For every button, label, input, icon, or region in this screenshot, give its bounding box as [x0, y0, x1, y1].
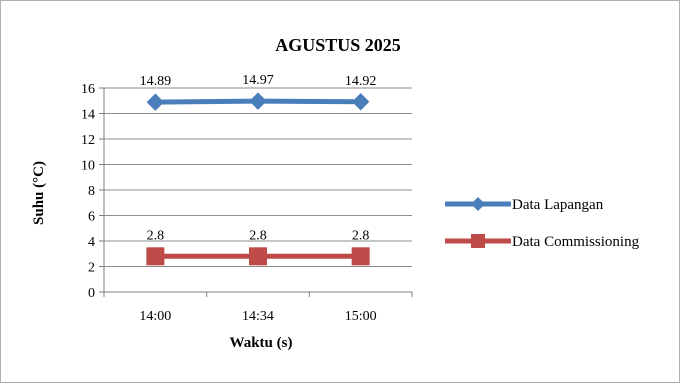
data-point-diamond — [249, 92, 267, 110]
data-point-square — [249, 247, 267, 266]
legend-marker-diamond — [471, 197, 485, 211]
x-tick-labels: 14:00 14:34 15:00 — [139, 309, 376, 324]
data-label: 2.8 — [352, 228, 370, 243]
data-point-diamond — [146, 93, 165, 111]
y-tick-label: 10 — [81, 159, 95, 174]
y-tick-labels: 0 2 4 6 8 10 12 14 16 — [81, 82, 95, 301]
y-tick-label: 6 — [88, 210, 95, 225]
x-tick-label: 14:34 — [242, 309, 274, 324]
data-label: 2.8 — [249, 228, 267, 243]
y-tick-label: 0 — [88, 286, 95, 301]
data-label: 14.89 — [140, 74, 172, 89]
y-tick-label: 14 — [81, 108, 95, 123]
y-tick-label: 16 — [81, 82, 95, 97]
data-label: 2.8 — [147, 228, 165, 243]
x-axis-title: Waktu (s) — [230, 335, 293, 351]
y-tick-label: 8 — [88, 184, 95, 199]
y-tick-label: 2 — [88, 261, 95, 276]
data-point-square — [146, 247, 165, 266]
axes — [99, 87, 413, 297]
legend-label: Data Lapangan — [512, 197, 604, 213]
data-point-diamond — [351, 93, 370, 111]
data-label: 14.92 — [345, 74, 377, 89]
data-point-square — [351, 247, 370, 266]
gridlines — [104, 87, 412, 267]
data-labels: 14.89 14.97 14.92 2.8 2.8 2.8 — [140, 73, 377, 243]
legend-marker-square — [471, 234, 485, 248]
legend: Data Lapangan Data Commissioning — [445, 197, 640, 250]
x-tick-label: 14:00 — [139, 309, 171, 324]
data-label: 14.97 — [242, 73, 274, 88]
y-tick-label: 4 — [88, 235, 95, 250]
y-tick-label: 12 — [81, 133, 95, 148]
x-tick-label: 15:00 — [345, 309, 377, 324]
legend-label: Data Commissioning — [512, 234, 640, 250]
chart-title: AGUSTUS 2025 — [275, 35, 401, 55]
series-layer — [146, 92, 370, 266]
y-axis-title: Suhu (°C) — [31, 161, 47, 225]
